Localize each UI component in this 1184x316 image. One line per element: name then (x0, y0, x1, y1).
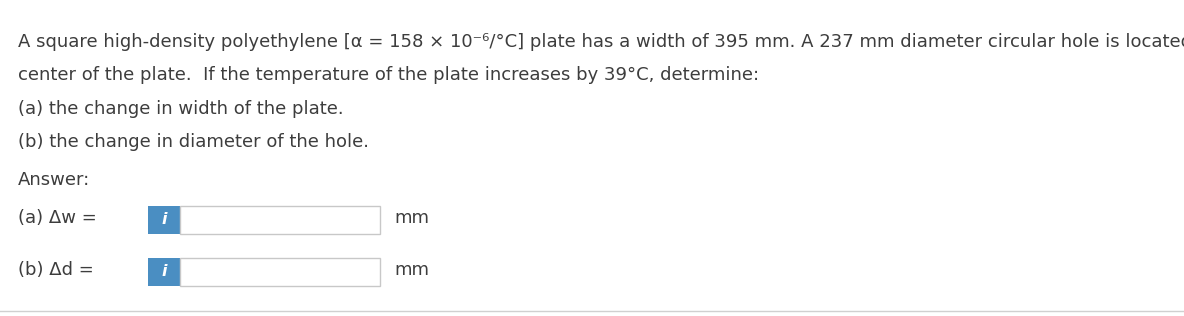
Text: (b) the change in diameter of the hole.: (b) the change in diameter of the hole. (18, 133, 368, 151)
Text: center of the plate.  If the temperature of the plate increases by 39°C, determi: center of the plate. If the temperature … (18, 66, 759, 84)
Text: (b) Δd =: (b) Δd = (18, 261, 99, 279)
Text: (a) the change in width of the plate.: (a) the change in width of the plate. (18, 100, 343, 118)
Text: mm: mm (394, 209, 429, 227)
FancyBboxPatch shape (148, 206, 180, 234)
Text: i: i (161, 212, 167, 227)
Text: (a) Δw =: (a) Δw = (18, 209, 102, 227)
Text: Answer:: Answer: (18, 171, 90, 189)
Text: i: i (161, 264, 167, 279)
FancyBboxPatch shape (180, 258, 380, 286)
FancyBboxPatch shape (180, 206, 380, 234)
FancyBboxPatch shape (148, 258, 180, 286)
Text: mm: mm (394, 261, 429, 279)
Text: A square high-density polyethylene [α = 158 × 10⁻⁶/°C] plate has a width of 395 : A square high-density polyethylene [α = … (18, 33, 1184, 51)
